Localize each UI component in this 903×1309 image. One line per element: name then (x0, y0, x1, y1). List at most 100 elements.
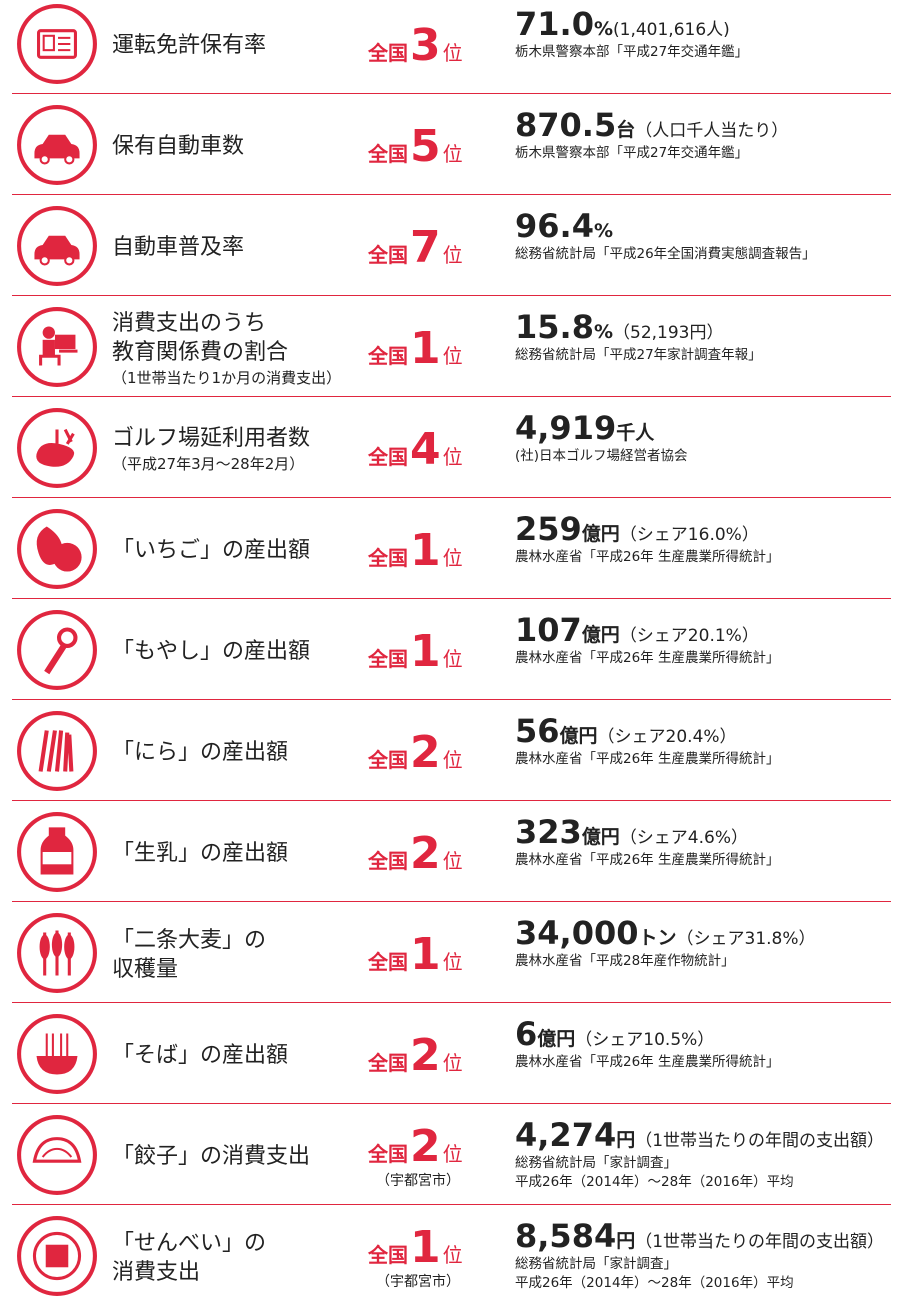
icon-graphic (17, 913, 97, 993)
icon-graphic (17, 4, 97, 84)
value-extra: （シェア20.1%） (619, 626, 759, 646)
value-unit: 億円 (581, 826, 620, 848)
rank: 全国 1 位（宇都宮市） (368, 1209, 498, 1306)
label-line: 収穫量 (112, 956, 179, 982)
icon-graphic (17, 105, 97, 185)
value-number: 56 (515, 712, 560, 750)
rank-number: 1 (410, 524, 441, 576)
value-number: 870.5 (515, 106, 617, 144)
icon (16, 710, 98, 796)
item-row: 「そば」の産出額 全国 2 位 6億円（シェア10.5%） 農林水産省「平成26年 生産農… (0, 1007, 903, 1108)
source: 農林水産省「平成26年 生産農業所得統計」 (515, 549, 780, 565)
item-row: 保有自動車数 全国 5 位 870.5台（人口千人当たり） 栃木県警察本部「平成27年交通… (0, 98, 903, 199)
rank-prefix: 全国 (368, 747, 408, 772)
rank-main: 全国 1 位 (368, 628, 498, 675)
item-row: ゴルフ場延利用者数 （平成27年3月〜28年2月） 全国 4 位 4,919千人 (社)日本… (0, 401, 903, 502)
value-number: 15.8 (515, 308, 594, 346)
rank: 全国 1 位 (368, 603, 498, 700)
source: 農林水産省「平成28年産作物統計」 (515, 953, 735, 969)
value-extra: （52,193円） (613, 323, 724, 343)
item-row: 「いちご」の産出額 全国 1 位 259億円（シェア16.0%） 農林水産省「平成26年 … (0, 502, 903, 603)
rank-main: 全国 2 位 (368, 1123, 498, 1170)
source: 総務省統計局「家計調査」 (515, 1155, 677, 1171)
label-line: 「そば」の産出額 (112, 1043, 289, 1068)
rank-number: 5 (410, 120, 441, 172)
rank: 全国 2 位 （宇都宮市） (368, 1108, 498, 1205)
divider (12, 92, 891, 94)
rank-main: 全国 5 位 (368, 120, 498, 172)
rank-suffix: 位 (442, 949, 463, 974)
value: 323億円（シェア4.6%） 農林水産省「平成26年 生産農業所得統計」 (515, 813, 900, 870)
value-number: 259 (515, 510, 582, 548)
value-extra: （シェア4.6%） (619, 828, 749, 848)
rank-suffix: 位 (442, 40, 463, 65)
value-number: 34,000 (515, 914, 639, 952)
label-line: 保有自動車数 (112, 134, 245, 159)
rank-suffix: 位 (442, 343, 463, 368)
value-unit: トン (638, 927, 677, 949)
label: 「もやし」の産出額 (112, 603, 362, 700)
value-line: 15.8%（52,193円） (515, 308, 900, 346)
rank: 全国 1 位 (368, 906, 498, 1003)
label-line: 「にら」の産出額 (112, 740, 289, 765)
rank-main: 全国 3 位 (368, 19, 498, 71)
icon (16, 811, 98, 897)
label-line: 「いちご」の産出額 (112, 538, 311, 563)
icon-graphic (17, 408, 97, 488)
value-extra: （1世帯当たりの年間の支出額） (635, 1131, 885, 1151)
divider (12, 1102, 891, 1104)
rank-suffix: 位 (442, 242, 463, 267)
rank: 全国 2 位 (368, 1007, 498, 1104)
value-line: 96.4% (515, 207, 900, 245)
item-row: 自動車普及率 全国 7 位 96.4% 総務省統計局「平成26年全国消費実態調査報告」 (0, 199, 903, 300)
source: 平成26年（2014年）〜28年（2016年）平均 (515, 1174, 794, 1190)
rank-number: 3 (410, 19, 441, 71)
rank-suffix: 位 (442, 1141, 463, 1166)
icon-graphic (17, 1216, 97, 1296)
label: 「生乳」の産出額 (112, 805, 362, 902)
source: 総務省統計局「平成26年全国消費実態調査報告」 (515, 246, 816, 262)
value-line: 34,000トン（シェア31.8%） (515, 914, 900, 952)
value-unit: % (593, 18, 613, 40)
divider (12, 597, 891, 599)
rank: 全国 2 位 (368, 805, 498, 902)
item-row: 「もやし」の産出額 全国 1 位 107億円（シェア20.1%） 農林水産省「平成26年 … (0, 603, 903, 704)
divider (12, 900, 891, 902)
rank-main: 全国 1 位 (368, 928, 498, 980)
icon (16, 306, 98, 392)
label: 「にら」の産出額 (112, 704, 362, 801)
value-extra: （シェア31.8%） (676, 929, 816, 949)
value-number: 96.4 (515, 207, 594, 245)
divider (12, 1001, 891, 1003)
divider (12, 496, 891, 498)
rank-prefix: 全国 (368, 1050, 408, 1075)
label: 自動車普及率 (112, 199, 362, 296)
rank-main: 全国 2 位 (368, 1032, 498, 1079)
label: 「餃子」の消費支出 (112, 1108, 362, 1205)
rank-note: （宇都宮市） (376, 1172, 460, 1189)
icon-graphic (17, 812, 97, 892)
label: 「二条大麦」の 収穫量 (112, 906, 362, 1003)
item-row: 運転免許保有率 全国 3 位 71.0%(1,401,616人) 栃木県警察本部「平成27… (0, 0, 903, 98)
icon-graphic (17, 509, 97, 589)
rank: 全国 1 位 (368, 300, 498, 397)
value-number: 323 (515, 813, 582, 851)
rank-prefix: 全国 (368, 646, 408, 671)
value-extra: （人口千人当たり） (635, 121, 789, 141)
rank-note: （宇都宮市） (376, 1273, 460, 1290)
label: 保有自動車数 (112, 98, 362, 195)
rank: 全国 2 位 (368, 704, 498, 801)
value-number: 8,584 (515, 1217, 617, 1255)
rank-prefix: 全国 (368, 848, 408, 873)
divider (12, 1203, 891, 1205)
label: 「そば」の産出額 (112, 1007, 362, 1104)
rank-number: 7 (410, 221, 441, 273)
value-line: 71.0%(1,401,616人) (515, 5, 900, 43)
rank-number: 1 (410, 928, 441, 980)
rank-main: 全国 2 位 (368, 729, 498, 776)
value-number: 71.0 (515, 5, 594, 43)
icon-graphic (17, 1014, 97, 1094)
rank-suffix: 位 (442, 646, 463, 671)
rank: 全国 1 位 (368, 502, 498, 599)
icon-graphic (17, 206, 97, 286)
